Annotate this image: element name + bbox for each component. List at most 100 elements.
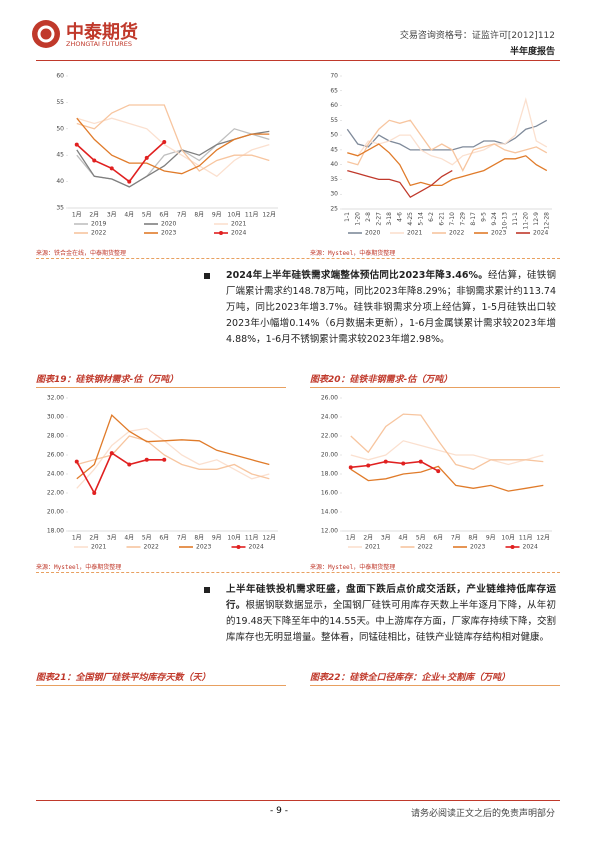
y-tick-label: 32.00	[47, 395, 64, 402]
y-tick-label: 45	[330, 146, 338, 153]
series-line	[347, 97, 548, 166]
logo-text: 中泰期货	[66, 22, 138, 43]
legend-label: 2024	[533, 230, 548, 237]
footer-rule	[36, 800, 560, 801]
disclaimer: 请务必阅读正文之后的免责声明部分	[410, 809, 555, 819]
y-tick-label: 35	[56, 205, 64, 212]
series-line	[76, 451, 165, 495]
x-tick-label: 9-24	[491, 212, 498, 226]
x-tick-label: 10-13	[501, 212, 508, 230]
paragraph: 上半年硅铁投机需求旺盛，盘面下跌后点价成交活跃，产业链维持低库存运行。根据钢联数…	[204, 582, 556, 646]
series-line	[76, 104, 270, 172]
y-tick-label: 60	[56, 73, 64, 80]
x-tick-label: 6-2	[428, 212, 435, 222]
x-tick-label: 7-10	[449, 212, 456, 226]
x-tick-label: 10月	[227, 212, 241, 219]
legend-label: 2023	[491, 230, 506, 237]
legend-label: 2023	[161, 230, 176, 237]
x-tick-label: 6月	[159, 535, 169, 542]
x-tick-label: 2-27	[375, 212, 382, 226]
y-tick-label: 26.00	[321, 395, 338, 402]
chart: 35 40 45 50 55 60 1月 2月 3月 4月 5月 6月 7月 8月 9月 10月 11月 12月 2…	[56, 73, 278, 237]
x-tick-label: 7月	[451, 535, 461, 542]
source: 来源：Mysteel，中泰期货整理	[36, 564, 122, 571]
data-point	[127, 179, 132, 184]
x-tick-label: 12月	[536, 535, 550, 542]
legend-marker	[236, 545, 241, 549]
x-tick-label: 4月	[124, 212, 134, 219]
legend-label: 2022	[449, 230, 464, 237]
y-tick-label: 24.00	[47, 471, 64, 478]
y-tick-label: 18.00	[321, 471, 338, 478]
x-tick-label: 7月	[177, 535, 187, 542]
data-point	[74, 142, 79, 147]
legend-label: 2023	[196, 544, 211, 551]
y-tick-label: 55	[330, 117, 338, 124]
data-point	[74, 459, 79, 464]
y-tick-label: 22.00	[47, 490, 64, 497]
x-tick-label: 5月	[416, 535, 426, 542]
x-tick-label: 1月	[72, 212, 82, 219]
x-tick-label: 10月	[227, 535, 241, 542]
data-point	[366, 463, 371, 468]
y-tick-label: 18.00	[47, 528, 64, 535]
x-tick-label: 1-20	[354, 212, 361, 226]
series-line	[347, 169, 453, 199]
x-tick-label: 2月	[89, 212, 99, 219]
x-tick-label: 2月	[363, 535, 373, 542]
data-point	[109, 451, 114, 456]
y-tick-label: 40	[330, 161, 338, 168]
y-tick-label: 25	[330, 206, 338, 213]
x-tick-label: 5月	[142, 212, 152, 219]
data-point	[127, 462, 132, 467]
x-tick-label: 5-14	[417, 212, 424, 226]
chart: 12.00 14.00 16.00 18.00 20.00 22.00 24.00 26.00…	[321, 395, 552, 551]
data-point	[144, 155, 149, 160]
x-tick-label: 11月	[245, 212, 259, 219]
series-line	[76, 130, 270, 188]
y-tick-label: 16.00	[321, 490, 338, 497]
x-tick-label: 4月	[398, 535, 408, 542]
x-tick-label: 4-6	[396, 212, 403, 222]
x-tick-label: 3-18	[386, 212, 393, 226]
y-tick-label: 20.00	[47, 509, 64, 516]
y-tick-label: 30.00	[47, 414, 64, 421]
y-tick-label: 24.00	[321, 414, 338, 421]
legend-label: 2022	[418, 544, 433, 551]
x-tick-label: 6-21	[438, 212, 445, 226]
series-line	[350, 413, 544, 470]
x-tick-label: 6月	[159, 212, 169, 219]
license: 交易咨询资格号：证监许可[2012]112	[399, 31, 555, 41]
x-tick-label: 2月	[89, 535, 99, 542]
data-point	[92, 158, 97, 163]
x-tick-label: 2-8	[365, 212, 372, 222]
legend-label: 2023	[470, 544, 485, 551]
y-tick-label: 28.00	[47, 433, 64, 440]
legend-marker	[219, 231, 223, 235]
legend-label: 2019	[91, 221, 106, 228]
x-tick-label: 1-1	[344, 212, 351, 222]
y-tick-label: 70	[330, 73, 338, 80]
x-tick-label: 11月	[519, 535, 533, 542]
y-tick-label: 55	[56, 99, 64, 106]
series-line	[76, 435, 270, 480]
legend-label: 2024	[523, 544, 538, 551]
paragraph: 2024年上半年硅铁需求端整体预估同比2023年降3.46%。经估算，硅铁钢厂端…	[204, 268, 556, 348]
legend-label: 2021	[407, 230, 422, 237]
figure-title: 图表20：硅铁非钢需求-估（万吨）	[310, 372, 560, 388]
series-line	[76, 427, 270, 489]
series-line	[350, 465, 544, 492]
legend-label: 2020	[161, 221, 176, 228]
x-tick-label: 8月	[194, 535, 204, 542]
x-tick-label: 1月	[72, 535, 82, 542]
x-tick-label: 4-25	[407, 212, 414, 226]
y-tick-label: 12.00	[321, 528, 338, 535]
data-point	[436, 469, 441, 474]
series-line	[76, 141, 165, 183]
x-tick-label: 11-1	[512, 212, 519, 226]
legend-label: 2021	[365, 544, 380, 551]
series-line	[76, 117, 270, 178]
source: 来源：Mysteel，中泰期货整理	[310, 250, 396, 257]
